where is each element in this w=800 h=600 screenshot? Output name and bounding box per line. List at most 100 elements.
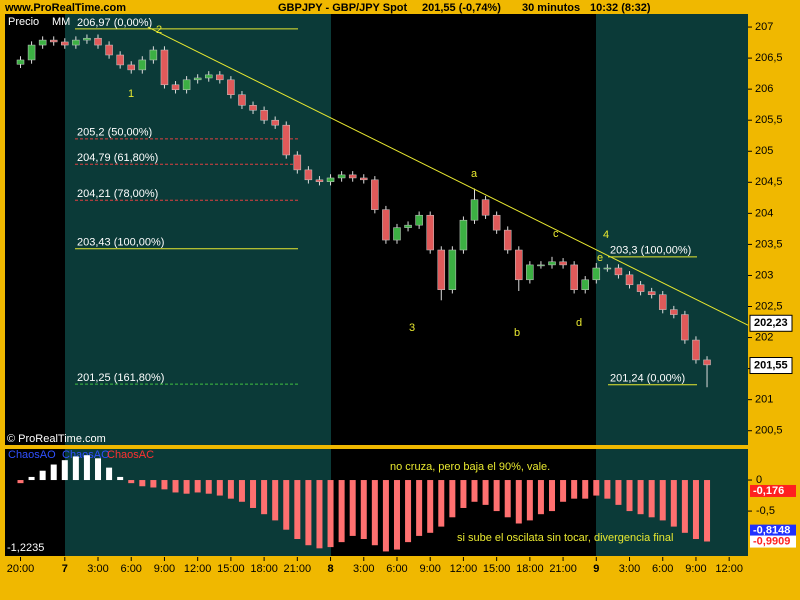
last-change: 201,55 (-0,74%) bbox=[422, 2, 501, 14]
ao-bar bbox=[571, 480, 578, 499]
ao-bar bbox=[139, 480, 146, 487]
candle-body bbox=[227, 79, 235, 95]
ao-bar bbox=[17, 480, 24, 484]
period: 30 minutos bbox=[522, 2, 580, 14]
candle-body bbox=[271, 119, 279, 126]
ao-bar bbox=[28, 476, 35, 481]
x-tick-label: 21:00 bbox=[549, 563, 577, 575]
x-tick-label: 12:00 bbox=[715, 563, 743, 575]
fib-label: 201,25 (161,80%) bbox=[77, 372, 164, 384]
wave-label: b bbox=[514, 327, 520, 339]
session-band bbox=[65, 449, 331, 556]
ao-bar bbox=[670, 480, 677, 527]
x-tick-label: 9:00 bbox=[685, 563, 706, 575]
candle-body bbox=[703, 359, 711, 366]
indicator-label: ChaosAC bbox=[107, 449, 154, 461]
price-box bbox=[749, 357, 793, 375]
x-tick-label: 3:00 bbox=[619, 563, 640, 575]
y-tick-label: 201 bbox=[755, 394, 773, 406]
x-tick-label: 9:00 bbox=[419, 563, 440, 575]
ao-bar bbox=[72, 456, 79, 481]
ao-bar bbox=[659, 480, 666, 521]
wave-label: e bbox=[597, 252, 603, 264]
candle-body bbox=[537, 264, 545, 267]
y-tick-label: 203,5 bbox=[755, 238, 783, 250]
candle-body bbox=[360, 177, 368, 181]
ao-bar bbox=[371, 480, 378, 546]
ao-bar bbox=[50, 464, 57, 481]
candle-body bbox=[27, 44, 36, 61]
x-tick-label: 3:00 bbox=[87, 563, 108, 575]
value-box bbox=[750, 535, 796, 548]
y-tick-label: 205,5 bbox=[755, 114, 783, 126]
ao-bar bbox=[327, 480, 334, 548]
candle-body bbox=[16, 59, 25, 65]
candle-body bbox=[492, 214, 501, 231]
ao-bar bbox=[272, 480, 279, 521]
y-tick-label: 205 bbox=[755, 145, 773, 157]
candle-body bbox=[238, 94, 246, 106]
y-tick-label: 200,5 bbox=[755, 425, 783, 437]
ao-bar bbox=[61, 460, 68, 481]
value-box bbox=[750, 524, 796, 537]
fib-label: 201,24 (0,00%) bbox=[610, 373, 685, 385]
candle-body bbox=[326, 177, 335, 182]
ao-bar bbox=[83, 455, 90, 481]
y-tick-label: 203 bbox=[755, 269, 773, 281]
ao-bar bbox=[238, 480, 245, 502]
ao-bar bbox=[582, 480, 589, 499]
ao-bar bbox=[405, 480, 412, 543]
ao-bar bbox=[382, 480, 389, 552]
candle-body bbox=[193, 77, 202, 81]
ao-bar bbox=[493, 480, 500, 512]
x-tick-label: 6:00 bbox=[652, 563, 673, 575]
ao-bar bbox=[227, 480, 234, 499]
x-tick-label: 6:00 bbox=[386, 563, 407, 575]
candle-body bbox=[481, 199, 490, 216]
candle-body bbox=[149, 49, 158, 61]
candle-body bbox=[105, 44, 113, 56]
copyright: © ProRealTime.com bbox=[7, 433, 106, 445]
y-tick-label: 204 bbox=[755, 207, 773, 219]
candle-body bbox=[61, 41, 69, 46]
candle-body bbox=[182, 79, 191, 91]
candle-body bbox=[636, 284, 645, 292]
candle-body bbox=[625, 274, 634, 286]
ao-bar bbox=[626, 480, 633, 512]
candle-body bbox=[304, 169, 313, 181]
candle-body bbox=[348, 174, 357, 179]
note: no cruza, pero baja el 90%, vale. bbox=[390, 461, 550, 473]
ao-bar bbox=[549, 480, 556, 512]
candle-body bbox=[171, 84, 180, 91]
wave-label: 3 bbox=[409, 322, 415, 334]
price-label: Precio bbox=[8, 16, 39, 28]
ao-bar bbox=[216, 480, 223, 496]
candle-body bbox=[658, 294, 667, 310]
candle-body bbox=[526, 264, 534, 281]
y-tick-label: 206 bbox=[755, 83, 773, 95]
candle-body bbox=[116, 54, 124, 66]
candle-body bbox=[249, 105, 257, 111]
wave-label: a bbox=[471, 168, 478, 180]
ao-bar bbox=[393, 480, 400, 550]
candle-body bbox=[515, 249, 523, 281]
candle-body bbox=[260, 110, 268, 121]
x-tick-label: 12:00 bbox=[450, 563, 478, 575]
value-box-label: -0,9909 bbox=[753, 535, 790, 547]
ao-bar bbox=[449, 480, 456, 518]
ma-label: MM bbox=[52, 16, 70, 28]
ao-bar bbox=[194, 480, 201, 493]
ao-bar bbox=[504, 480, 511, 518]
ao-bar bbox=[305, 480, 312, 546]
candle-body bbox=[404, 224, 412, 228]
wave-labels: 1 2 3 4 a b c d e bbox=[128, 24, 609, 339]
value-box bbox=[750, 484, 796, 497]
session-band bbox=[65, 14, 331, 445]
ao-bar bbox=[471, 480, 478, 502]
ao-bar bbox=[637, 480, 644, 515]
ao-bar bbox=[183, 480, 190, 494]
x-tick-label: 18:00 bbox=[250, 563, 278, 575]
ao-bar bbox=[526, 480, 533, 521]
